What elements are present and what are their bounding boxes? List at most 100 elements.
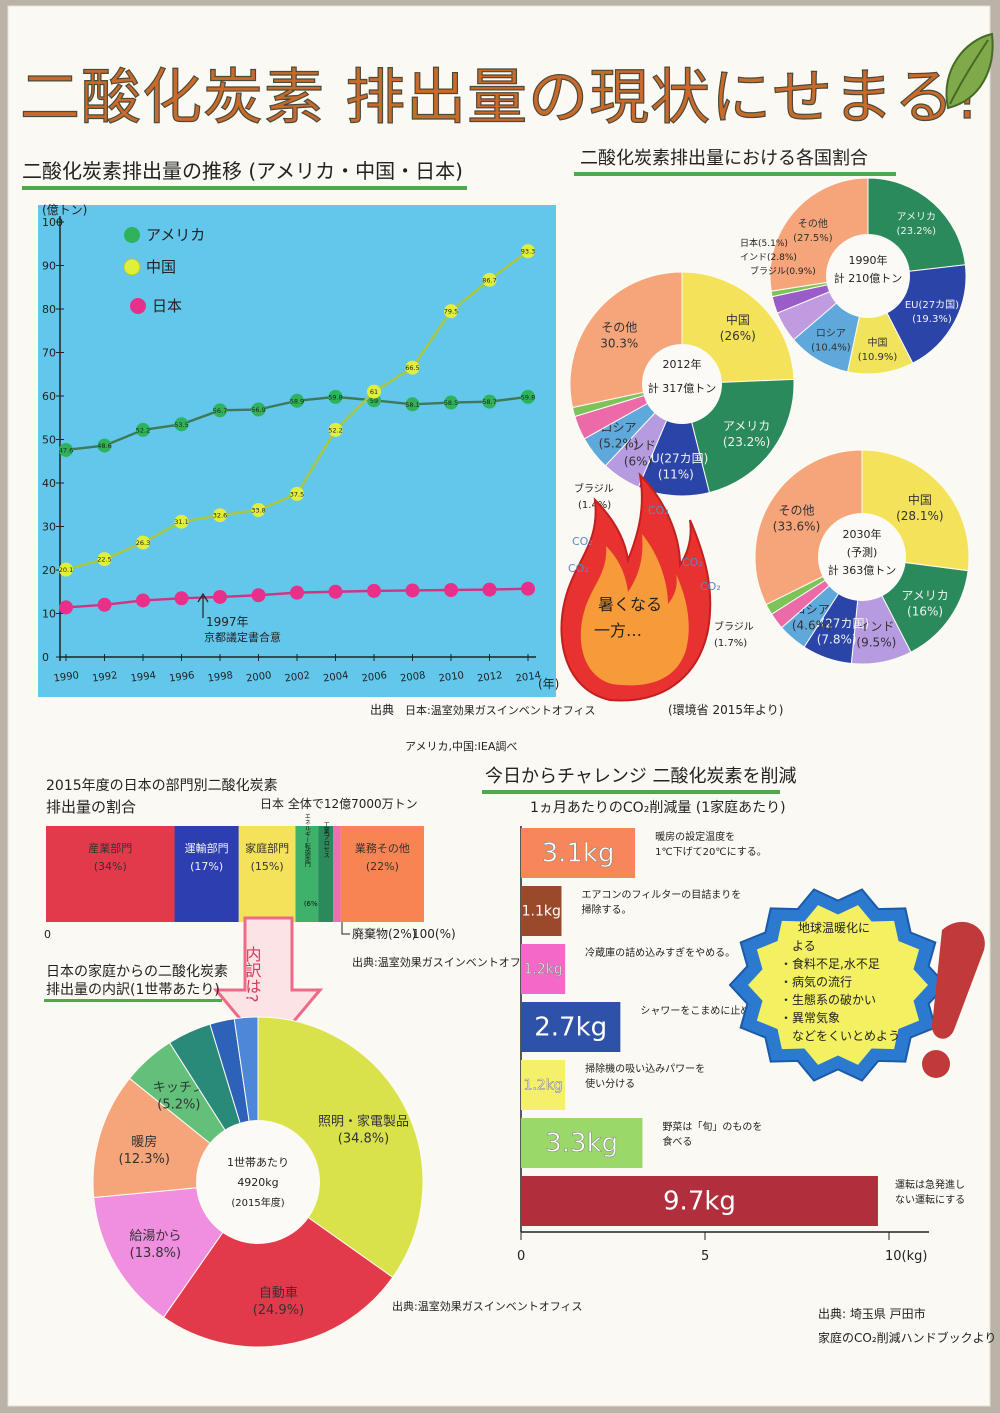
sector-label: 家庭部門 bbox=[245, 841, 289, 855]
sector-value: (22%) bbox=[366, 860, 399, 873]
challenge-bar bbox=[521, 1060, 566, 1110]
data-point bbox=[213, 589, 227, 604]
pie-slice-value: (5.2%) bbox=[157, 1097, 200, 1112]
pie-2030: 中国(28.1%)アメリカ(16%)インド(9.5%)EU(27カ国)(7.8%… bbox=[714, 449, 970, 665]
data-point bbox=[328, 422, 343, 437]
x-tick-label: 2004 bbox=[323, 670, 350, 684]
x-tick-label: 2008 bbox=[400, 670, 427, 684]
page-title: 二酸化炭素 排出量の現状にせまる! bbox=[20, 63, 980, 133]
challenge-bar-value: 1.2kg bbox=[523, 1078, 562, 1094]
data-point-label: 33.8 bbox=[251, 506, 265, 514]
y-tick-label: 10 bbox=[42, 608, 56, 621]
challenge-note-2: ない運転にする bbox=[895, 1194, 965, 1206]
pie-small-label: ブラジル bbox=[714, 620, 754, 633]
pie-slice bbox=[257, 1016, 424, 1278]
data-point bbox=[405, 397, 420, 412]
pie-slice-value: (16%) bbox=[907, 604, 943, 618]
household-heading-1: 日本の家庭からの二酸化炭素 bbox=[46, 963, 228, 980]
data-point-label: 31.1 bbox=[174, 518, 188, 526]
pie-center-line-1: 2030年 bbox=[843, 527, 882, 541]
sector-segment bbox=[340, 826, 424, 922]
waste-note: 廃棄物(2%) bbox=[352, 926, 416, 941]
sector-segment bbox=[295, 826, 319, 922]
leaf-icon bbox=[945, 32, 994, 110]
pie-small-label: インド(2.8%) bbox=[740, 253, 797, 263]
data-point-label: 59 bbox=[370, 397, 378, 405]
share-heading: 二酸化炭素排出量における各国割合 bbox=[580, 148, 868, 169]
x-tick-label: 1998 bbox=[207, 670, 234, 684]
x-tick-label: 1994 bbox=[130, 670, 157, 684]
pie-slice-value: (23.2%) bbox=[723, 435, 770, 449]
warning-burst: 地球温暖化に よる ・食料不足,水不足 ・病気の流行 ・生態系の破かい ・異常気… bbox=[728, 888, 948, 1082]
x-tick-label: 1996 bbox=[169, 670, 196, 684]
trend-heading-underline bbox=[22, 186, 467, 190]
household-heading-2: 排出量の内訳(1世帯あたり) bbox=[46, 982, 220, 998]
challenge-bar-value: 3.3kg bbox=[545, 1129, 618, 1159]
data-point bbox=[59, 562, 73, 577]
y-tick-label: 40 bbox=[42, 477, 56, 490]
warning-line-5: ・生態系の破かい bbox=[780, 992, 876, 1007]
data-point bbox=[405, 583, 420, 598]
pie-slice-label: 中国 bbox=[726, 312, 750, 327]
challenge-source-1: 出典: 埼玉県 戸田市 bbox=[818, 1306, 926, 1321]
challenge-chart: 0 5 10(kg) 3.1kg 暖房の設定温度を 1℃下げて20℃にする。 1.1kg エア… bbox=[517, 826, 965, 1264]
challenge-note-1: エアコンのフィルターの目詰まりを bbox=[581, 888, 741, 901]
data-point-label: 58.9 bbox=[290, 397, 304, 405]
warning-line-6: ・異常気象 bbox=[780, 1010, 840, 1025]
data-point-label: 61 bbox=[370, 388, 378, 396]
pie-slice-label: その他 bbox=[798, 217, 828, 230]
challenge-note-1: 冷蔵庫の詰め込みすぎをやめる。 bbox=[585, 946, 735, 959]
data-point bbox=[367, 583, 381, 598]
data-point bbox=[290, 393, 304, 408]
challenge-source-2: 家庭のCO₂削減ハンドブックより bbox=[818, 1330, 996, 1345]
sector-label: エネルギー転換部門 bbox=[303, 813, 310, 868]
pie-slice-value: 30.3% bbox=[600, 336, 638, 350]
pie-slice-value: (5.2%) bbox=[599, 437, 639, 451]
japan-heading-2: 排出量の割合 bbox=[46, 798, 136, 816]
sector-bar: 産業部門 (34%) 運輸部門 (17%) 家庭部門 (15%) エネルギー転換部門 (6%)… bbox=[46, 813, 424, 922]
pie-slice-label: インド bbox=[620, 439, 656, 453]
data-point-label: 56.7 bbox=[213, 407, 227, 415]
data-point bbox=[251, 588, 266, 603]
pie-slice-value: (24.9%) bbox=[253, 1303, 304, 1318]
data-point bbox=[251, 502, 266, 517]
japan-source: 出典:温室効果ガスインベントオフィス bbox=[352, 955, 543, 969]
challenge-bar-value: 2.7kg bbox=[534, 1013, 607, 1043]
warning-line-3: ・食料不足,水不足 bbox=[780, 956, 880, 971]
data-point bbox=[482, 394, 497, 409]
data-point-label: 20.1 bbox=[59, 566, 73, 574]
warning-line-7: などをくいとめよう bbox=[792, 1029, 900, 1043]
sector-segment bbox=[174, 826, 239, 922]
challenge-note-2: 食べる bbox=[662, 1135, 692, 1148]
data-point bbox=[136, 535, 150, 550]
data-point bbox=[482, 272, 497, 287]
pie-slice-value: (19.3%) bbox=[912, 314, 952, 325]
line-legend: アメリカ 中国 日本 bbox=[123, 226, 205, 315]
exclamation-icon bbox=[922, 921, 985, 1078]
challenge-bar bbox=[521, 828, 636, 878]
data-point bbox=[213, 403, 227, 418]
challenge-note-2: 掃除する。 bbox=[581, 903, 631, 916]
data-point bbox=[521, 389, 535, 404]
sector-value: (6%) bbox=[304, 900, 321, 908]
data-point bbox=[59, 442, 73, 457]
pie-slice-label: アメリカ bbox=[723, 419, 770, 433]
pie-slice-label: 給湯から bbox=[129, 1229, 181, 1244]
japan-total: 日本 全体で12億7000万トン bbox=[260, 796, 418, 811]
data-point-label: 22.5 bbox=[97, 556, 111, 564]
fire-text-1: 暑くなる bbox=[598, 595, 662, 614]
x-tick-label: 2014 bbox=[515, 670, 542, 684]
data-point bbox=[521, 581, 535, 596]
pie-small-label: ブラジル bbox=[574, 482, 614, 495]
challenge-bar-value: 1.1kg bbox=[522, 904, 561, 920]
pie-slice-value: (9.5%) bbox=[856, 636, 896, 650]
x-tick-label: 2006 bbox=[361, 670, 388, 684]
challenge-bar-value: 3.1kg bbox=[542, 839, 615, 869]
household-center-3: (2015年度) bbox=[231, 1196, 284, 1209]
data-point bbox=[328, 389, 343, 404]
pie-slice bbox=[162, 1181, 394, 1348]
x-tick-label: 2012 bbox=[477, 670, 504, 684]
data-point-label: 86.7 bbox=[482, 276, 496, 284]
line-chart-ylabel: (億トン) bbox=[42, 203, 87, 217]
kyoto-text: 京都議定書合意 bbox=[204, 630, 281, 644]
